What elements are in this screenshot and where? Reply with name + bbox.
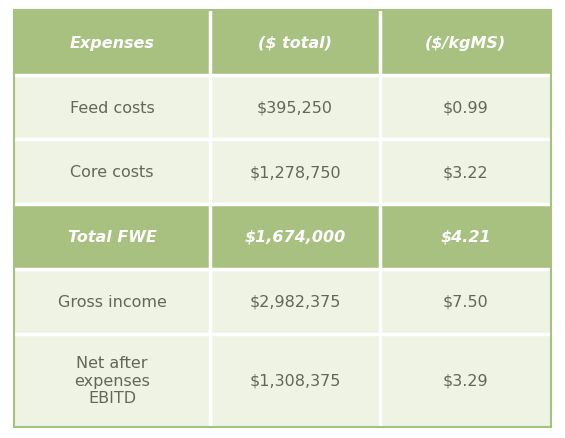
Text: $1,308,375: $1,308,375 xyxy=(249,373,341,388)
Text: Core costs: Core costs xyxy=(70,165,154,180)
FancyBboxPatch shape xyxy=(14,75,210,140)
FancyBboxPatch shape xyxy=(14,140,210,205)
FancyBboxPatch shape xyxy=(210,75,380,140)
Text: Feed costs: Feed costs xyxy=(69,100,154,115)
Text: $7.50: $7.50 xyxy=(442,294,488,309)
Text: $2,982,375: $2,982,375 xyxy=(249,294,341,309)
FancyBboxPatch shape xyxy=(210,11,380,75)
Text: ($/kgMS): ($/kgMS) xyxy=(425,36,506,51)
Text: Gross income: Gross income xyxy=(58,294,167,309)
FancyBboxPatch shape xyxy=(14,269,210,334)
FancyBboxPatch shape xyxy=(380,205,551,269)
FancyBboxPatch shape xyxy=(210,269,380,334)
Text: ($ total): ($ total) xyxy=(258,36,332,51)
Text: Total FWE: Total FWE xyxy=(68,230,157,244)
FancyBboxPatch shape xyxy=(210,334,380,427)
FancyBboxPatch shape xyxy=(14,334,210,427)
FancyBboxPatch shape xyxy=(14,11,210,75)
Text: Expenses: Expenses xyxy=(69,36,154,51)
FancyBboxPatch shape xyxy=(210,205,380,269)
FancyBboxPatch shape xyxy=(14,205,210,269)
Text: $395,250: $395,250 xyxy=(257,100,333,115)
FancyBboxPatch shape xyxy=(380,334,551,427)
Text: $3.22: $3.22 xyxy=(443,165,488,180)
FancyBboxPatch shape xyxy=(380,269,551,334)
FancyBboxPatch shape xyxy=(380,140,551,205)
Text: $3.29: $3.29 xyxy=(443,373,488,388)
Text: $0.99: $0.99 xyxy=(442,100,488,115)
FancyBboxPatch shape xyxy=(210,140,380,205)
Text: Net after
expenses
EBITD: Net after expenses EBITD xyxy=(74,356,150,405)
Text: $4.21: $4.21 xyxy=(440,230,491,244)
Text: $1,278,750: $1,278,750 xyxy=(249,165,341,180)
FancyBboxPatch shape xyxy=(380,11,551,75)
Text: $1,674,000: $1,674,000 xyxy=(245,230,346,244)
FancyBboxPatch shape xyxy=(380,75,551,140)
